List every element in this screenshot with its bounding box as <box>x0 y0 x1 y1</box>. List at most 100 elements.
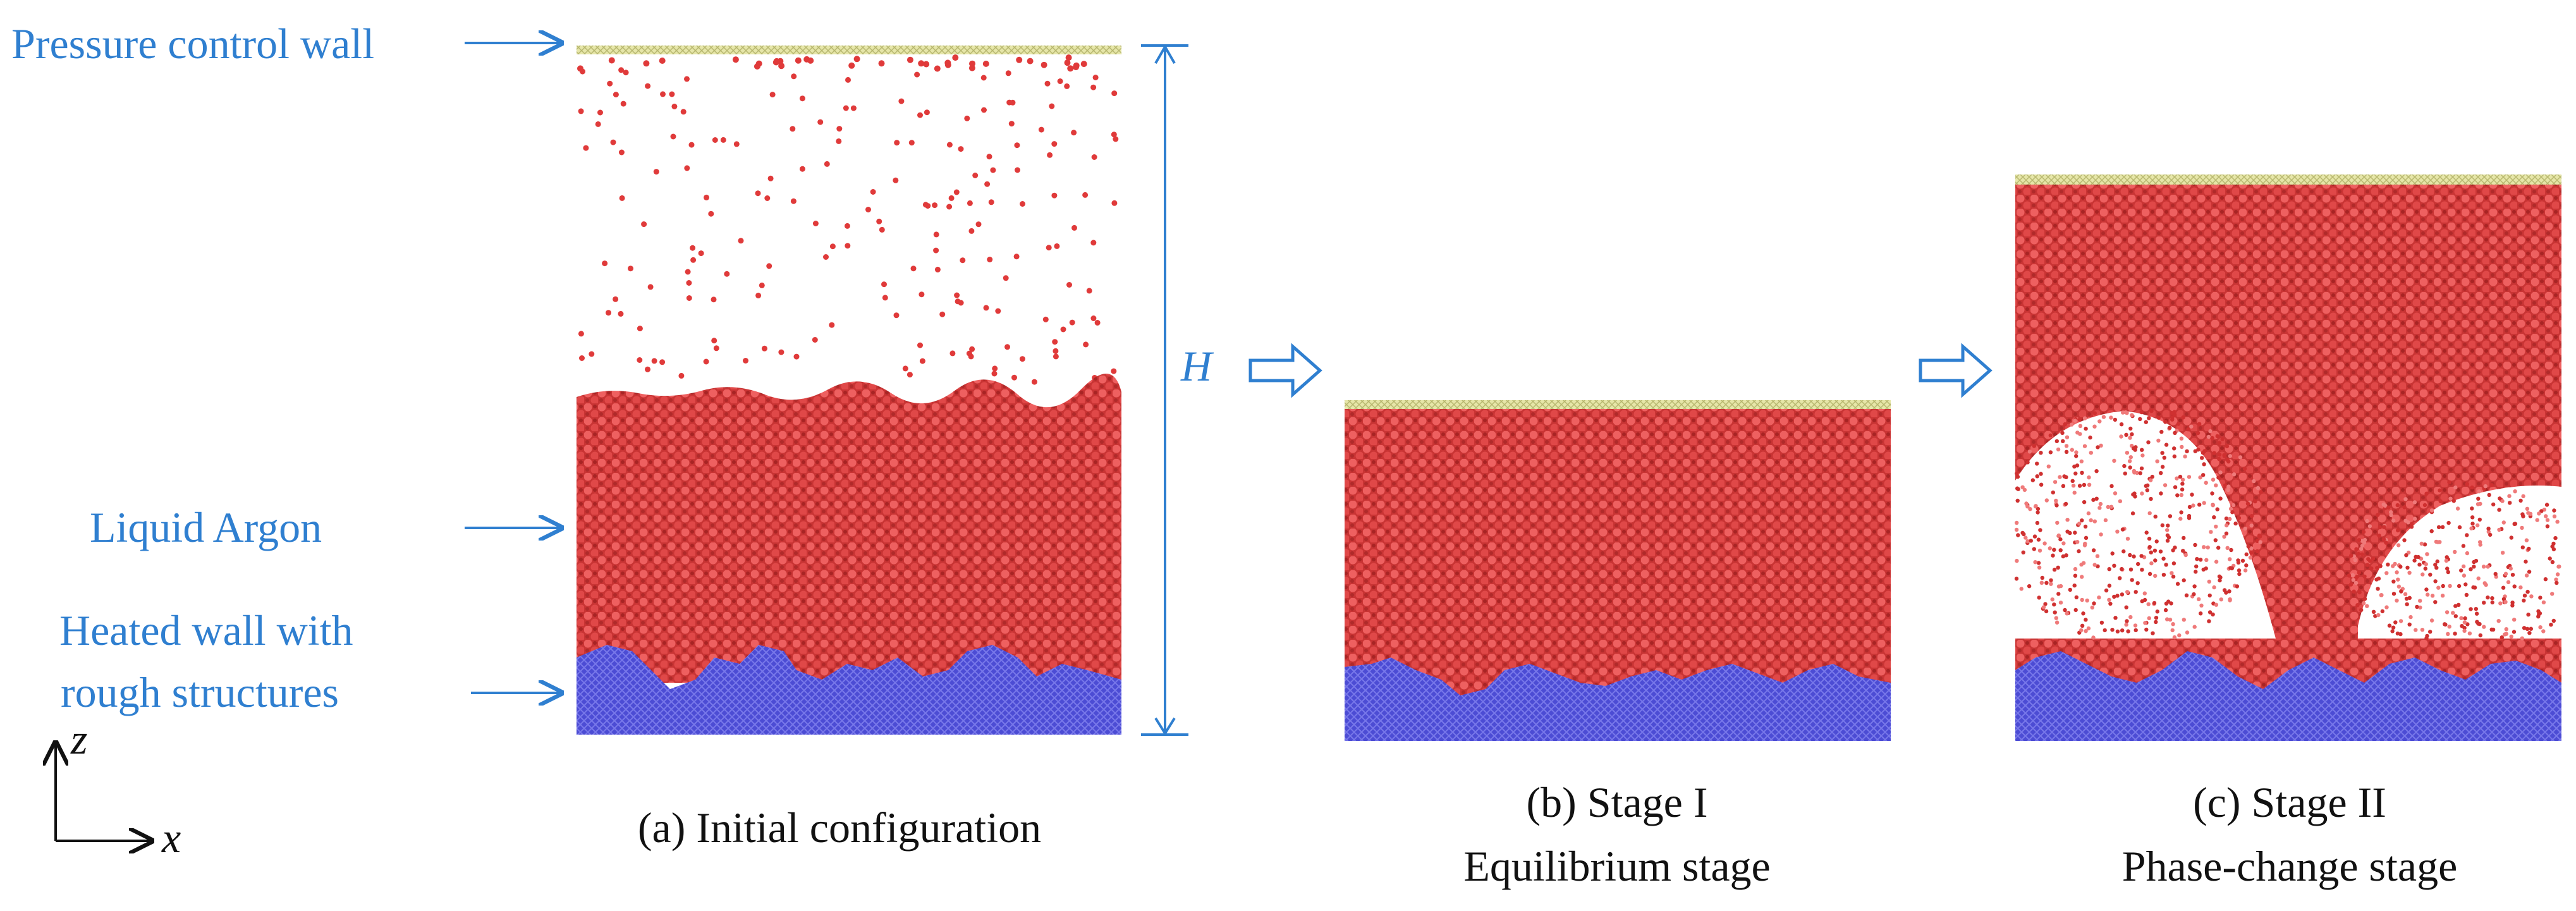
vapor-atom <box>766 263 772 269</box>
vapor-atom <box>2405 602 2409 606</box>
vapor-atom <box>2513 522 2518 526</box>
vapor-atom <box>2190 492 2194 497</box>
vapor-atom <box>2063 608 2067 613</box>
vapor-atom <box>2063 422 2067 427</box>
vapor-atom <box>2191 503 2195 508</box>
transition-arrow-a-b <box>1248 343 1322 398</box>
vapor-atom <box>2180 482 2185 486</box>
vapor-atom <box>2120 628 2125 633</box>
vapor-atom <box>2399 589 2403 594</box>
vapor-atom <box>2352 589 2356 594</box>
vapor-atom <box>2072 464 2077 469</box>
vapor-atom <box>2147 416 2151 420</box>
vapor-atom <box>2096 564 2100 568</box>
vapor-atom <box>2237 568 2242 573</box>
vapor-atom <box>2110 551 2115 556</box>
vapor-atom <box>2085 598 2089 602</box>
vapor-atom <box>637 357 643 363</box>
vapor-atom <box>2353 580 2359 585</box>
vapor-atom <box>2113 616 2118 620</box>
vapor-atom <box>1080 61 1087 68</box>
vapor-atom <box>2470 522 2475 526</box>
vapor-atom <box>2153 515 2158 519</box>
vapor-atom <box>2178 474 2183 479</box>
vapor-atom <box>2207 610 2213 614</box>
vapor-atom <box>2217 574 2222 578</box>
vapor-atom <box>2077 522 2082 526</box>
vapor-atom <box>720 137 726 143</box>
vapor-atom <box>2529 594 2534 599</box>
vapor-atom <box>2457 525 2462 530</box>
vapor-atom <box>2429 529 2434 534</box>
vapor-atom <box>2121 549 2126 554</box>
vapor-atom <box>2228 517 2232 522</box>
vapor-atom <box>2199 558 2203 562</box>
vapor-atom <box>2522 598 2526 603</box>
vapor-atom <box>2119 422 2124 427</box>
vapor-atom <box>2470 515 2475 520</box>
vapor-atom <box>2218 578 2222 583</box>
vapor-atom <box>2049 578 2053 583</box>
vapor-atom <box>2357 538 2362 542</box>
vapor-atom <box>2237 516 2242 520</box>
vapor-atom <box>2064 475 2068 479</box>
vapor-atom <box>1016 56 1023 63</box>
vapor-atom <box>2472 585 2477 590</box>
vapor-atom <box>2356 551 2361 556</box>
vapor-atom <box>2526 613 2530 617</box>
vapor-atom <box>2240 558 2245 563</box>
vapor-atom <box>660 91 666 97</box>
vapor-atom <box>708 211 714 217</box>
vapor-atom <box>2084 629 2088 633</box>
vapor-atom <box>2217 441 2222 445</box>
vapor-atom <box>2178 517 2183 521</box>
vapor-atom <box>902 365 908 372</box>
vapor-atom <box>2179 436 2184 441</box>
vapor-atom <box>2115 629 2120 633</box>
vapor-atom <box>1051 192 1058 199</box>
vapor-atom <box>2044 580 2049 585</box>
vapor-atom <box>1082 192 1089 198</box>
vapor-atom <box>2407 622 2412 627</box>
vapor-atom <box>704 194 709 200</box>
vapor-atom <box>645 366 650 372</box>
vapor-atom <box>2128 465 2132 470</box>
vapor-atom <box>2155 609 2159 614</box>
vapor-atom <box>2202 501 2206 505</box>
vapor-atom <box>2081 611 2085 616</box>
vapor-atom <box>1008 121 1015 127</box>
caption-c-line2: Phase-change stage <box>2122 842 2458 890</box>
vapor-atom <box>711 297 717 303</box>
vapor-atom <box>2207 593 2212 598</box>
vapor-atom <box>2219 597 2223 602</box>
pressure-wall-c <box>2015 174 2561 185</box>
axis-x-label: x <box>161 814 181 862</box>
vapor-atom <box>952 54 959 61</box>
vapor-atom <box>2371 556 2376 561</box>
vapor-atom <box>2225 523 2229 528</box>
vapor-atom <box>1049 103 1055 109</box>
vapor-atom <box>2478 542 2482 547</box>
vapor-atom <box>944 59 951 66</box>
vapor-atom <box>2361 530 2366 534</box>
vapor-atom <box>2518 498 2523 503</box>
vapor-atom <box>2478 633 2482 638</box>
vapor-atom <box>2086 511 2091 516</box>
vapor-atom <box>2544 503 2549 507</box>
vapor-atom <box>2120 566 2124 572</box>
vapor-atom <box>2422 503 2427 508</box>
vapor-atom <box>2193 542 2197 547</box>
vapor-atom <box>2424 587 2429 592</box>
vapor-atom <box>2476 496 2481 501</box>
vapor-atom <box>2552 514 2557 518</box>
vapor-atom <box>2156 438 2161 443</box>
vapor-atom <box>2065 435 2070 439</box>
vapor-atom <box>2256 486 2261 491</box>
vapor-atom <box>2409 525 2414 529</box>
vapor-atom <box>2441 584 2445 589</box>
vapor-atom <box>2457 584 2462 589</box>
caption-b-line2: Equilibrium stage <box>1463 842 1770 890</box>
vapor-atom <box>2229 547 2233 553</box>
vapor-atom <box>2090 605 2094 610</box>
vapor-atom <box>1011 374 1017 381</box>
